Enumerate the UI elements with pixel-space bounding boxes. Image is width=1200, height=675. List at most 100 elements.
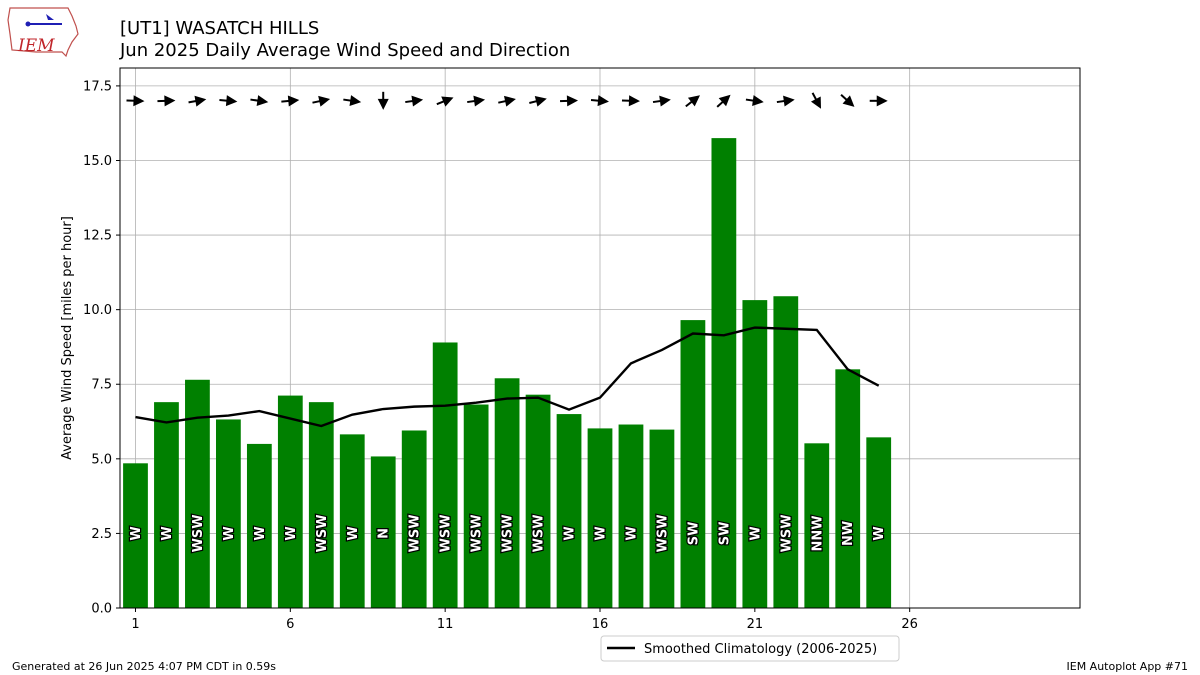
- arrow-head: [876, 95, 888, 107]
- climatology-line: [135, 326, 880, 428]
- direction-arrow: [776, 95, 795, 107]
- direction-arrow: [840, 94, 855, 107]
- direction-arrow: [126, 95, 145, 107]
- arrow-head: [783, 95, 795, 107]
- wind-speed-bar: [370, 456, 396, 608]
- wind-speed-bar: [866, 437, 892, 608]
- direction-arrows: [126, 91, 888, 110]
- direction-label: W: [160, 526, 175, 540]
- direction-labels: W W WSW W W W WSW W N WSW WSW WSW WSW WSW W W W WSW SW SW W W…: [128, 513, 889, 553]
- x-tick-label: 6: [286, 617, 294, 632]
- wind-speed-bar: [185, 379, 210, 608]
- arrow-head: [377, 98, 389, 110]
- direction-label: WSW: [470, 514, 485, 552]
- direction-label: WSW: [655, 514, 670, 552]
- wind-speed-bar: [246, 443, 272, 608]
- x-tick-label: 26: [901, 617, 918, 632]
- wind-speed-bar: [680, 320, 706, 608]
- direction-label: N: [377, 528, 392, 539]
- direction-label: W: [872, 526, 887, 540]
- station-dot-icon: [25, 21, 31, 27]
- direction-label: W: [222, 526, 237, 540]
- wind-speed-bar: [216, 419, 241, 608]
- arrow-head: [318, 95, 331, 107]
- legend-box: [600, 635, 900, 662]
- y-tick-label: 0.0: [91, 602, 112, 617]
- direction-label: WSW: [439, 514, 454, 552]
- wind-speed-bar: [556, 414, 582, 608]
- wind-speed-bar: [494, 378, 520, 608]
- arrow-head: [628, 95, 640, 107]
- y-tick-label: 17.5: [83, 79, 112, 94]
- direction-arrow: [405, 95, 424, 107]
- direction-label: WSW: [191, 514, 206, 552]
- arrow-head: [473, 95, 486, 107]
- direction-arrow: [869, 95, 888, 107]
- direction-label: NW: [841, 521, 856, 546]
- direction-arrow: [436, 96, 454, 107]
- x-tick-label: 1: [131, 617, 139, 632]
- wind-speed-bar: [277, 395, 303, 608]
- arrow-head: [687, 95, 700, 107]
- direction-label: W: [253, 526, 268, 540]
- arrow-head: [566, 95, 579, 107]
- direction-arrow: [219, 95, 238, 107]
- logo-text: IEM: [17, 36, 55, 56]
- y-tick-label: 15.0: [83, 154, 112, 169]
- legend-label: Smoothed Climatology (2006-2025): [644, 642, 877, 657]
- arrow-head: [534, 95, 547, 107]
- wind-speed-bar: [618, 424, 644, 608]
- wind-speed-bar: [835, 369, 861, 608]
- direction-arrow: [312, 95, 331, 107]
- direction-arrow: [467, 95, 486, 107]
- direction-label: W: [594, 526, 609, 540]
- direction-label: WSW: [779, 514, 794, 552]
- direction-arrow: [652, 95, 671, 107]
- climatology-line-group: [135, 326, 880, 428]
- arrow-head: [287, 95, 300, 107]
- arrow-head: [659, 95, 671, 107]
- wind-speed-bar: [649, 429, 675, 608]
- direction-label: WSW: [532, 514, 547, 552]
- direction-arrow: [590, 95, 609, 107]
- direction-arrow: [529, 95, 547, 107]
- wind-speed-bar: [587, 428, 613, 608]
- x-axis-ticks: 1 6 11 16 21 26: [131, 608, 918, 632]
- arrow-head: [225, 95, 238, 107]
- direction-label: SW: [717, 522, 732, 546]
- direction-arrow: [560, 95, 579, 107]
- direction-label: WSW: [315, 514, 330, 552]
- arrow-head: [256, 95, 269, 106]
- direction-arrow: [188, 95, 207, 107]
- arrow-head: [810, 96, 821, 109]
- direction-label: WSW: [408, 514, 423, 552]
- wind-speed-bar: [308, 402, 334, 608]
- arrow-head: [133, 95, 145, 107]
- direction-arrow: [745, 95, 764, 106]
- direction-label: W: [284, 526, 299, 540]
- arrow-head: [411, 95, 424, 107]
- wind-speed-bar: [432, 342, 458, 608]
- arrow-head: [349, 95, 362, 106]
- flag-icon: [46, 14, 54, 20]
- y-tick-label: 10.0: [83, 303, 112, 318]
- wind-speed-bar: [711, 138, 737, 608]
- direction-label: W: [346, 526, 361, 540]
- direction-label: W: [563, 526, 578, 540]
- arrow-head: [718, 94, 731, 107]
- wind-speed-bar: [804, 443, 830, 608]
- arrow-head: [842, 95, 855, 107]
- chart-title-block: [UT1] WASATCH HILLS Jun 2025 Daily Avera…: [120, 18, 570, 62]
- wind-speed-bar: [773, 296, 799, 608]
- wind-speed-bars: [123, 138, 892, 608]
- direction-arrow: [157, 95, 176, 107]
- direction-label: W: [129, 526, 144, 540]
- direction-label: W: [624, 526, 639, 540]
- app-credit: IEM Autoplot App #71: [1066, 660, 1189, 673]
- direction-arrow: [810, 92, 821, 109]
- iowa-outline-icon: [7, 7, 79, 58]
- generated-timestamp: Generated at 26 Jun 2025 4:07 PM CDT in …: [12, 660, 277, 673]
- wind-speed-bar: [154, 402, 179, 608]
- arrow-head: [752, 95, 764, 106]
- chart-title: [UT1] WASATCH HILLS: [120, 18, 320, 39]
